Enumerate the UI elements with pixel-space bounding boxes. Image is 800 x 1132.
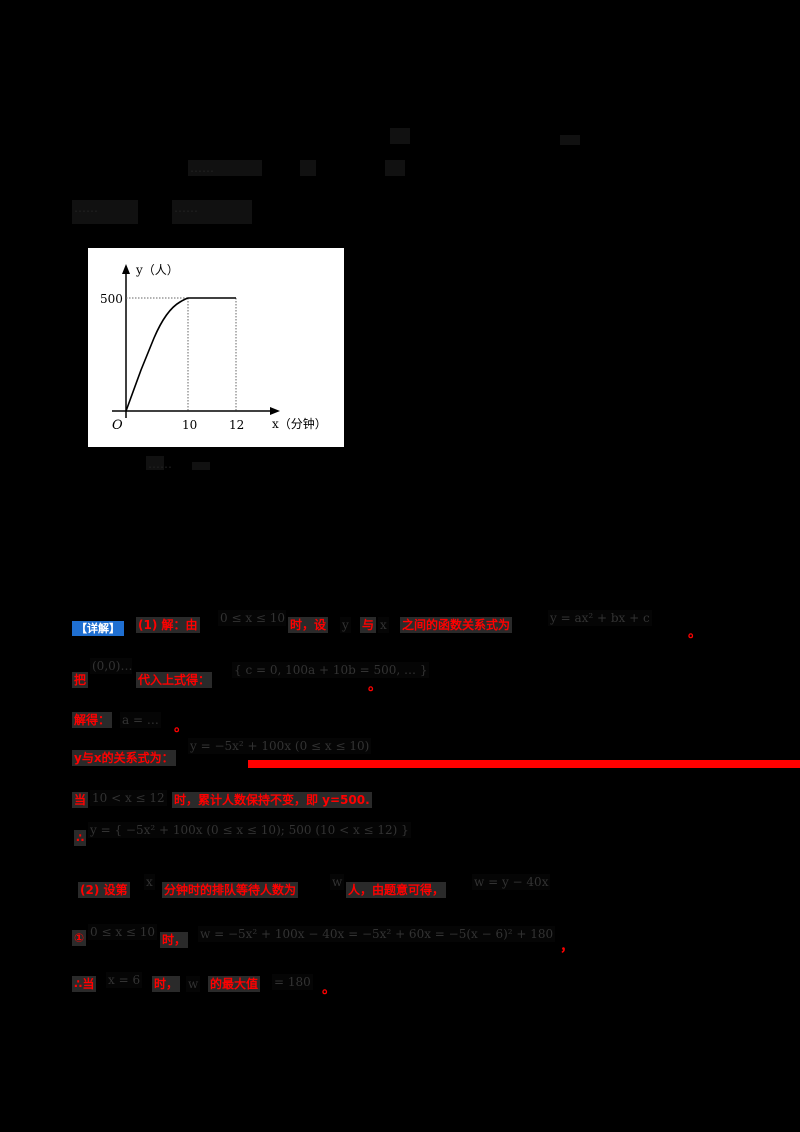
figure-caption: ……	[146, 456, 172, 471]
part2-end: 人，由题意可得，	[346, 882, 447, 898]
line3-end: 。	[174, 719, 188, 735]
line8-formula: w = −5x² + 100x − 40x = −5x² + 60x = −5(…	[198, 926, 556, 942]
part2-var: x	[144, 874, 155, 890]
caption-text: ……	[148, 457, 172, 471]
part1-x-var: x	[378, 617, 389, 633]
part2-w: w	[330, 874, 345, 890]
solution-tag: 【详解】	[72, 621, 124, 636]
line6-formula: y = { −5x² + 100x (0 ≤ x ≤ 10); 500 (10 …	[88, 822, 411, 838]
part1-formula: y = ax² + bx + c	[548, 610, 652, 626]
line2-formula: { c = 0, 100a + 10b = 500, … }	[232, 662, 430, 678]
line4-label: y与x的关系式为：	[72, 750, 176, 766]
part1-y-var: y	[340, 617, 351, 633]
part1-and: 与	[360, 617, 377, 633]
part1-end: 。	[688, 625, 702, 641]
part1-when: 时，设	[288, 617, 329, 633]
line9-end: 。	[322, 981, 336, 997]
part1-intro: (1) 解：由	[136, 617, 200, 633]
question-text-fragment	[560, 135, 580, 145]
data-curve	[125, 297, 236, 412]
line-chart: 500 10 12 O y（人） x（分钟）	[100, 263, 327, 433]
part1-condition-formula: 0 ≤ x ≤ 10	[218, 610, 286, 626]
line8-prefix: ①	[72, 930, 87, 946]
line9-w: w	[186, 976, 201, 992]
question-text-fragment: ……	[72, 200, 138, 224]
line2-prefix: 把	[72, 672, 89, 688]
function-graph-figure: 500 10 12 O y（人） x（分钟）	[88, 248, 344, 447]
line2-points: (0,0)…	[90, 658, 133, 674]
part2-formula: w = y − 40x	[472, 874, 551, 890]
line5-prefix: 当	[72, 792, 89, 808]
line4-formula: y = −5x² + 100x (0 ≤ x ≤ 10)	[188, 738, 372, 754]
question-text: ……	[74, 201, 98, 215]
x-tick-12: 12	[229, 418, 244, 432]
line2-end: 。	[368, 678, 382, 694]
line9-text: 的最大值	[208, 976, 261, 992]
line8-end: ，	[560, 939, 574, 955]
highlight-bar	[248, 760, 800, 768]
question-text-fragment	[390, 128, 410, 144]
part1-relation: 之间的函数关系式为	[400, 617, 513, 633]
part2-mid: 分钟时的排队等待人数为	[162, 882, 299, 898]
line9-value: = 180	[272, 974, 313, 990]
question-text-fragment: ……	[188, 160, 262, 176]
figure-caption-fragment	[192, 462, 210, 470]
solution-line-1: 【详解】	[72, 617, 124, 637]
question-text-fragment: ……	[172, 200, 252, 224]
x-tick-10: 10	[182, 418, 197, 432]
y-axis-label: y（人）	[135, 263, 179, 277]
line9-prefix: ∴当	[72, 976, 97, 992]
line2-mid: 代入上式得：	[136, 672, 213, 688]
x-axis-arrow-icon	[270, 407, 280, 415]
line3-formula: a = …	[120, 712, 161, 728]
line5-range: 10 < x ≤ 12	[90, 790, 167, 806]
line9-eq: x = 6	[106, 972, 143, 988]
origin-label: O	[112, 418, 123, 433]
line6-mark: ∴	[74, 830, 87, 846]
question-text-fragment	[385, 160, 405, 176]
x-axis-label: x（分钟）	[272, 416, 327, 431]
line5-text: 时，累计人数保持不变，即 y=500.	[172, 792, 372, 808]
y-tick-500: 500	[100, 292, 123, 306]
line8-range: 0 ≤ x ≤ 10	[88, 924, 158, 940]
line3-label: 解得：	[72, 712, 113, 728]
line9-when: 时，	[152, 976, 181, 992]
part2-intro: (2) 设第	[78, 882, 130, 898]
question-text: ……	[190, 161, 214, 175]
question-text-fragment	[300, 160, 316, 176]
question-text: ……	[174, 201, 198, 215]
y-axis-arrow-icon	[122, 264, 130, 274]
line8-when: 时，	[160, 932, 189, 948]
